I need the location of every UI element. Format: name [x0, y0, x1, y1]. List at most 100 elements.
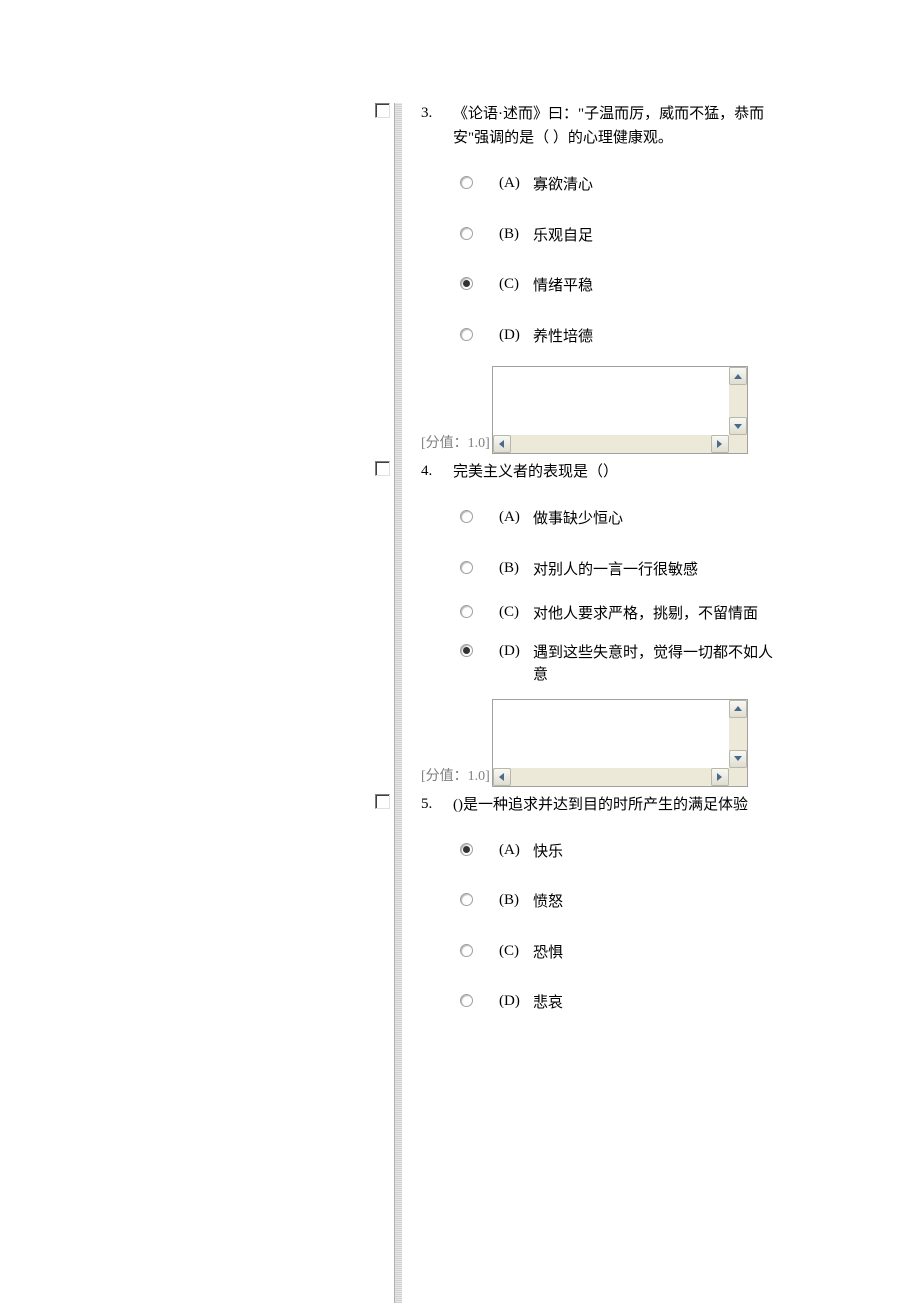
option-letter: (D) — [499, 993, 533, 1010]
question-block: 5. ()是一种追求并达到目的时所产生的满足体验 (A) 快乐 (B) 愤怒 (… — [405, 791, 790, 1033]
option-letter: (B) — [499, 560, 533, 577]
radio-icon — [460, 176, 473, 189]
radio-icon — [460, 994, 473, 1007]
score-suffix: ] — [485, 769, 490, 784]
score-label: [分值：1.0] — [421, 432, 490, 454]
options-group: (A) 寡欲清心 (B) 乐观自足 (C) 情绪平稳 (D) 养性培德 — [460, 160, 790, 362]
option-letter: (C) — [499, 943, 533, 960]
option-letter: (D) — [499, 327, 533, 344]
option-text: 养性培德 — [533, 326, 593, 349]
option-text: 情绪平稳 — [533, 275, 593, 298]
option-letter: (C) — [499, 276, 533, 293]
option-d[interactable]: (D) 遇到这些失意时，觉得一切都不如人意 — [460, 634, 790, 695]
radio-icon — [460, 227, 473, 240]
scroll-up-button[interactable] — [729, 700, 747, 718]
radio-icon — [460, 644, 473, 657]
horizontal-scrollbar[interactable] — [493, 768, 747, 786]
option-a[interactable]: (A) 做事缺少恒心 — [460, 494, 790, 545]
question-text: 完美主义者的表现是（） — [453, 460, 618, 484]
arrow-right-icon — [717, 773, 722, 781]
question-number: 3. — [421, 102, 453, 125]
radio-icon — [460, 944, 473, 957]
arrow-up-icon — [734, 374, 742, 379]
option-letter: (D) — [499, 643, 533, 660]
option-b[interactable]: (B) 愤怒 — [460, 877, 790, 928]
option-text: 做事缺少恒心 — [533, 508, 623, 531]
mark-question-checkbox[interactable] — [375, 794, 390, 809]
scroll-down-button[interactable] — [729, 750, 747, 768]
question-number: 5. — [421, 793, 453, 816]
option-letter: (A) — [499, 509, 533, 526]
score-prefix: [分值： — [421, 769, 468, 784]
option-d[interactable]: (D) 养性培德 — [460, 312, 790, 363]
question-block: 3. 《论语·述而》曰："子温而厉，威而不猛，恭而安"强调的是（ ）的心理健康观… — [405, 100, 790, 458]
radio-icon — [460, 510, 473, 523]
scroll-left-button[interactable] — [493, 768, 511, 786]
option-text: 愤怒 — [533, 891, 563, 914]
option-c[interactable]: (C) 情绪平稳 — [460, 261, 790, 312]
option-c[interactable]: (C) 对他人要求严格，挑剔，不留情面 — [460, 595, 790, 634]
score-value: 1.0 — [468, 769, 486, 784]
radio-icon — [460, 328, 473, 341]
options-group: (A) 快乐 (B) 愤怒 (C) 恐惧 (D) 悲哀 — [460, 827, 790, 1029]
scroll-right-button[interactable] — [711, 768, 729, 786]
question-block: 4. 完美主义者的表现是（） (A) 做事缺少恒心 (B) 对别人的一言一行很敏… — [405, 458, 790, 791]
arrow-left-icon — [499, 773, 504, 781]
scroll-right-button[interactable] — [711, 435, 729, 453]
radio-icon — [460, 843, 473, 856]
option-letter: (B) — [499, 226, 533, 243]
option-text: 悲哀 — [533, 992, 563, 1015]
mark-question-checkbox[interactable] — [375, 461, 390, 476]
arrow-down-icon — [734, 424, 742, 429]
option-letter: (C) — [499, 604, 533, 621]
option-b[interactable]: (B) 乐观自足 — [460, 211, 790, 262]
options-group: (A) 做事缺少恒心 (B) 对别人的一言一行很敏感 (C) 对他人要求严格，挑… — [460, 494, 790, 695]
checkbox-icon — [375, 103, 390, 118]
arrow-left-icon — [499, 440, 504, 448]
option-d[interactable]: (D) 悲哀 — [460, 978, 790, 1029]
option-letter: (A) — [499, 842, 533, 859]
scroll-down-button[interactable] — [729, 417, 747, 435]
arrow-down-icon — [734, 756, 742, 761]
vertical-scrollbar[interactable] — [729, 700, 747, 768]
answer-textarea[interactable] — [492, 366, 748, 454]
checkbox-icon — [375, 461, 390, 476]
option-text: 遇到这些失意时，觉得一切都不如人意 — [533, 642, 773, 687]
option-a[interactable]: (A) 快乐 — [460, 827, 790, 878]
score-value: 1.0 — [468, 436, 486, 451]
vertical-divider — [394, 103, 402, 1303]
score-row: [分值：1.0] — [421, 699, 790, 787]
radio-icon — [460, 605, 473, 618]
option-b[interactable]: (B) 对别人的一言一行很敏感 — [460, 545, 790, 596]
question-text: 《论语·述而》曰："子温而厉，威而不猛，恭而安"强调的是（ ）的心理健康观。 — [453, 102, 790, 150]
option-a[interactable]: (A) 寡欲清心 — [460, 160, 790, 211]
checkbox-icon — [375, 794, 390, 809]
option-c[interactable]: (C) 恐惧 — [460, 928, 790, 979]
score-row: [分值：1.0] — [421, 366, 790, 454]
scroll-up-button[interactable] — [729, 367, 747, 385]
scroll-left-button[interactable] — [493, 435, 511, 453]
radio-icon — [460, 893, 473, 906]
answer-textarea[interactable] — [492, 699, 748, 787]
question-number: 4. — [421, 460, 453, 483]
option-text: 快乐 — [533, 841, 563, 864]
mark-question-checkbox[interactable] — [375, 103, 390, 118]
question-header: 3. 《论语·述而》曰："子温而厉，威而不猛，恭而安"强调的是（ ）的心理健康观… — [405, 100, 790, 160]
horizontal-scrollbar[interactable] — [493, 435, 747, 453]
radio-icon — [460, 277, 473, 290]
radio-icon — [460, 561, 473, 574]
option-text: 恐惧 — [533, 942, 563, 965]
option-text: 寡欲清心 — [533, 174, 593, 197]
arrow-up-icon — [734, 706, 742, 711]
option-text: 对他人要求严格，挑剔，不留情面 — [533, 603, 758, 626]
option-letter: (A) — [499, 175, 533, 192]
question-header: 5. ()是一种追求并达到目的时所产生的满足体验 — [405, 791, 790, 827]
option-text: 乐观自足 — [533, 225, 593, 248]
option-text: 对别人的一言一行很敏感 — [533, 559, 698, 582]
score-label: [分值：1.0] — [421, 765, 490, 787]
question-header: 4. 完美主义者的表现是（） — [405, 458, 790, 494]
vertical-scrollbar[interactable] — [729, 367, 747, 435]
score-suffix: ] — [485, 436, 490, 451]
option-letter: (B) — [499, 892, 533, 909]
question-text: ()是一种追求并达到目的时所产生的满足体验 — [453, 793, 748, 817]
